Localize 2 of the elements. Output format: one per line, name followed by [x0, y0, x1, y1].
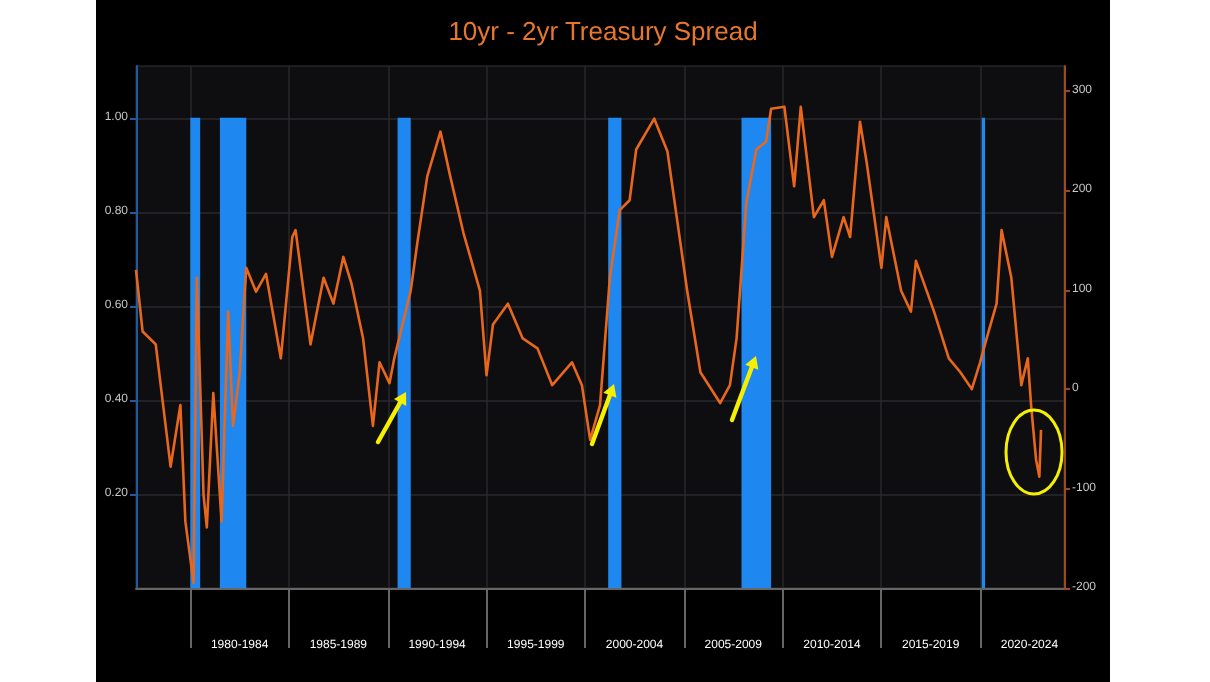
- chart-title: 10yr - 2yr Treasury Spread: [448, 16, 758, 46]
- line-series: [134, 105, 1043, 585]
